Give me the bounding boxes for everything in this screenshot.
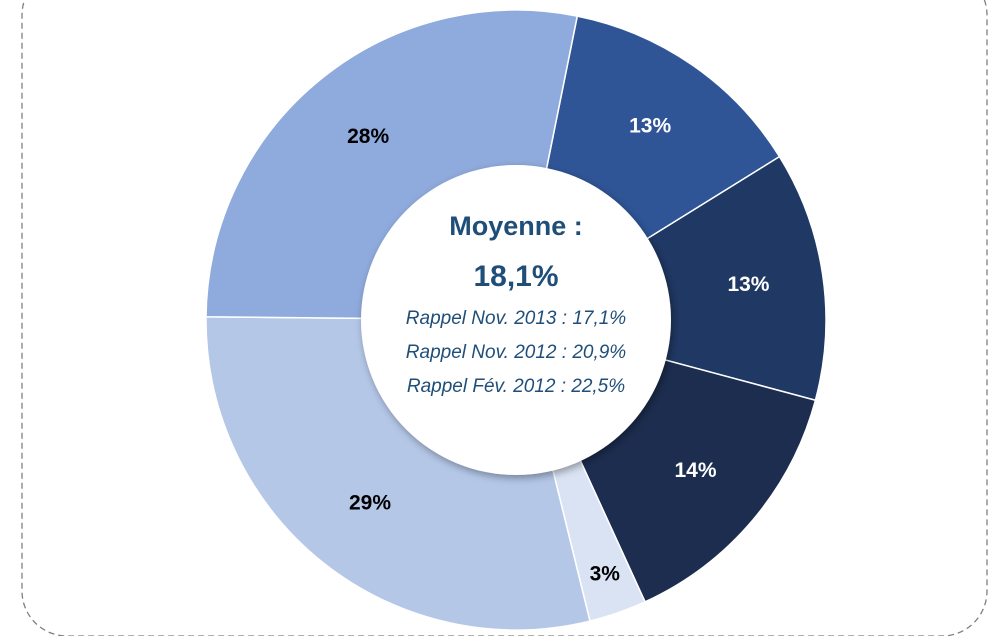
center-circle bbox=[361, 165, 671, 475]
data-label: 14% bbox=[674, 459, 716, 482]
frame bbox=[21, 0, 988, 636]
center-notes: Rappel Nov. 2013 : 17,1% Rappel Nov. 2012… bbox=[406, 308, 627, 397]
center-value: 18,1% bbox=[473, 260, 558, 293]
center-title: Moyenne : bbox=[449, 211, 583, 241]
data-label: 3% bbox=[590, 563, 621, 586]
slices bbox=[205, 9, 827, 631]
data-label: 29% bbox=[349, 492, 391, 515]
center-note: Rappel Nov. 2013 : 17,1% bbox=[406, 308, 627, 329]
labels: 13% 13% 14% 3% 29% 28% bbox=[347, 115, 770, 586]
data-label: 13% bbox=[727, 273, 769, 296]
data-label: 28% bbox=[347, 125, 389, 148]
center-note: Rappel Nov. 2012 : 20,9% bbox=[406, 342, 627, 363]
center-note: Rappel Fév. 2012 : 22,5% bbox=[407, 376, 625, 397]
data-label: 13% bbox=[629, 115, 671, 138]
